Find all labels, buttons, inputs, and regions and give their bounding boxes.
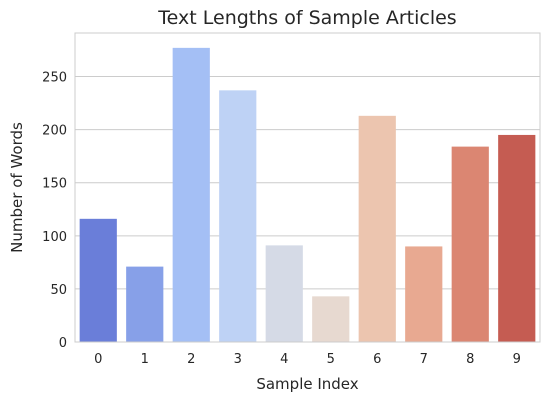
x-tick-labels: 0 1 2 3 4 5 6 7 8 9 <box>94 352 521 367</box>
chart-title: Text Lengths of Sample Articles <box>157 7 456 29</box>
bar-8 <box>451 146 489 342</box>
x-tick-label: 5 <box>327 352 335 367</box>
bar-7 <box>405 246 443 342</box>
bar-1 <box>126 266 164 342</box>
plot-frame <box>74 32 541 343</box>
bar-9 <box>498 134 536 342</box>
x-tick-label: 0 <box>94 352 102 367</box>
x-tick-label: 9 <box>513 352 521 367</box>
bar-0 <box>79 218 117 342</box>
y-tick-label: 200 <box>42 124 67 139</box>
x-tick-label: 7 <box>420 352 428 367</box>
bar-5 <box>312 296 350 342</box>
y-tick-label: 50 <box>50 283 67 298</box>
bar-2 <box>172 47 210 343</box>
y-axis-label: Number of Words <box>8 122 26 253</box>
bars <box>79 47 536 343</box>
x-tick-label: 1 <box>141 352 149 367</box>
x-tick-label: 3 <box>234 352 242 367</box>
bar-6 <box>358 115 396 343</box>
x-axis-label: Sample Index <box>256 375 358 393</box>
y-tick-labels: 0 50 100 150 200 250 <box>42 71 67 351</box>
y-tick-label: 0 <box>59 336 67 351</box>
y-tick-label: 150 <box>42 177 67 192</box>
x-tick-label: 8 <box>466 352 474 367</box>
x-tick-label: 2 <box>187 352 195 367</box>
x-tick-label: 6 <box>373 352 381 367</box>
x-tick-label: 4 <box>280 352 288 367</box>
bar-4 <box>265 245 303 342</box>
y-tick-label: 100 <box>42 230 67 245</box>
y-tick-label: 250 <box>42 71 67 86</box>
bar-3 <box>219 90 257 342</box>
